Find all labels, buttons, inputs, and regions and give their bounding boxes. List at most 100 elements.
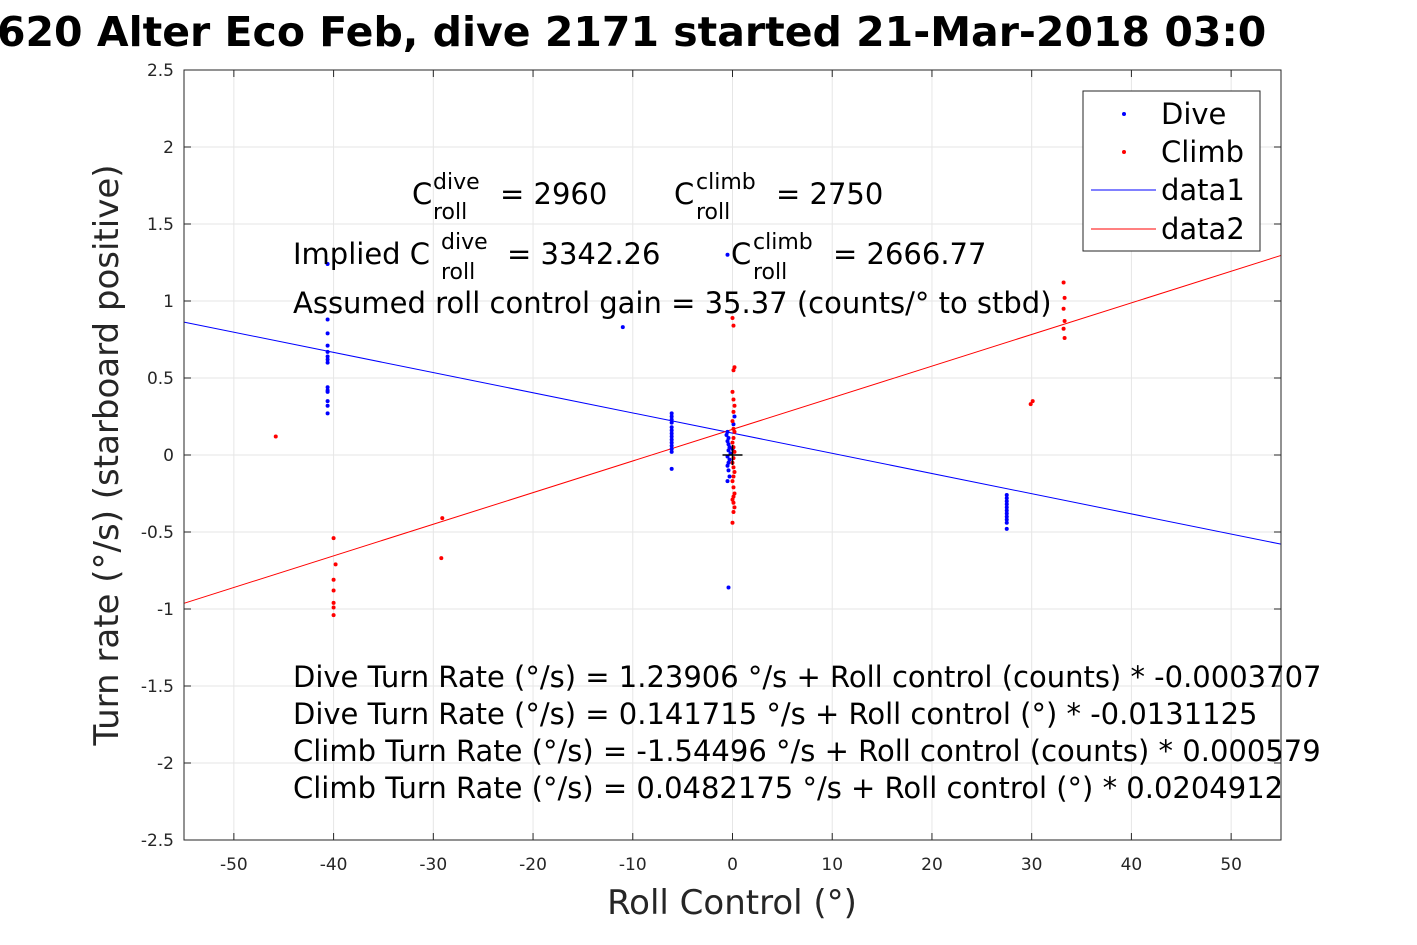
chart-title: 620 Alter Eco Feb, dive 2171 started 21-…	[0, 8, 1266, 56]
point-dive	[725, 439, 730, 444]
point-dive	[726, 585, 731, 590]
point-climb	[731, 494, 736, 499]
point-dive	[669, 428, 674, 433]
x-tick-label: -30	[419, 855, 447, 875]
x-axis-label: Roll Control (°)	[607, 883, 857, 923]
point-climb	[1062, 319, 1067, 324]
implied-sup-climb: climb	[753, 230, 813, 255]
point-dive	[1004, 520, 1009, 525]
point-climb	[732, 491, 737, 496]
x-tick-label: 50	[1220, 855, 1242, 875]
x-tick-label: -50	[220, 855, 248, 875]
x-tick-label: 30	[1021, 855, 1043, 875]
legend-label-data1: data1	[1161, 173, 1245, 207]
point-climb	[331, 577, 336, 582]
point-dive	[669, 446, 674, 451]
point-climb	[732, 429, 737, 434]
x-tick-label: -40	[320, 855, 348, 875]
point-dive	[325, 357, 330, 362]
implied-sub-roll-dive: roll	[441, 260, 475, 285]
point-dive	[1004, 505, 1009, 510]
y-tick-label: 2	[163, 138, 174, 158]
y-tick-label: -0.5	[141, 523, 174, 543]
point-climb	[731, 397, 736, 402]
point-dive	[1004, 499, 1009, 504]
point-climb	[730, 389, 735, 394]
point-climb	[731, 465, 736, 470]
y-tick-label: -2	[157, 754, 174, 774]
legend-box	[1082, 90, 1261, 252]
point-climb	[1061, 280, 1066, 285]
sub-roll-climb: roll	[696, 200, 730, 225]
implied-c-letter-climb: C	[731, 237, 751, 271]
point-climb	[1061, 326, 1066, 331]
annotation-implied: Implied C dive roll = 3342.26 C climb ro…	[293, 230, 986, 285]
point-climb	[331, 588, 336, 593]
annotation-gain: Assumed roll control gain = 35.37 (count…	[293, 286, 1052, 320]
implied-sup-dive: dive	[441, 230, 488, 255]
point-dive	[669, 440, 674, 445]
legend: Dive Climb data1 data2	[1082, 90, 1261, 252]
point-climb	[731, 500, 736, 505]
annotation-eq-2: Dive Turn Rate (°/s) = 0.141715 °/s + Ro…	[293, 697, 1258, 731]
point-dive	[725, 479, 730, 484]
y-tick-label: 2.5	[147, 61, 174, 81]
implied-sub-roll-climb: roll	[753, 260, 787, 285]
point-climb	[731, 426, 736, 431]
point-climb	[730, 520, 735, 525]
point-dive	[669, 437, 674, 442]
legend-marker-climb	[1122, 150, 1126, 154]
point-climb	[730, 440, 735, 445]
y-tick-label: -1	[157, 600, 174, 620]
point-dive	[1004, 526, 1009, 531]
annotation-eq-1: Dive Turn Rate (°/s) = 1.23906 °/s + Rol…	[293, 660, 1321, 694]
point-dive	[669, 431, 674, 436]
point-climb	[732, 403, 737, 408]
implied-climb-value: = 2666.77	[833, 237, 986, 271]
point-climb	[731, 409, 736, 414]
point-dive	[325, 317, 330, 322]
x-tick-label: 20	[921, 855, 943, 875]
annotation-eq-3: Climb Turn Rate (°/s) = -1.54496 °/s + R…	[293, 734, 1321, 768]
point-dive	[726, 436, 731, 441]
point-climb	[731, 368, 736, 373]
data-points	[273, 252, 1067, 618]
point-dive	[1004, 517, 1009, 522]
point-dive	[325, 399, 330, 404]
y-tick-label: -2.5	[141, 831, 174, 851]
point-dive	[1004, 514, 1009, 519]
sub-roll-dive: roll	[433, 200, 467, 225]
legend-marker-dive	[1122, 112, 1126, 116]
point-dive	[325, 354, 330, 359]
point-climb	[333, 562, 338, 567]
point-dive	[325, 349, 330, 354]
point-climb	[730, 419, 735, 424]
point-climb	[732, 365, 737, 370]
point-climb	[1062, 295, 1067, 300]
point-dive	[1004, 493, 1009, 498]
y-tick-label: 1.5	[147, 215, 174, 235]
point-dive	[669, 434, 674, 439]
point-dive	[725, 429, 730, 434]
point-dive	[669, 411, 674, 416]
point-dive	[325, 403, 330, 408]
point-climb	[730, 479, 735, 484]
point-climb	[1061, 306, 1066, 311]
point-dive	[725, 463, 730, 468]
point-climb	[731, 436, 736, 441]
annotation-c-roll: C dive roll = 2960 C climb roll = 2750	[412, 170, 883, 225]
point-dive	[1004, 496, 1009, 501]
c-letter-climb: C	[674, 177, 694, 211]
point-dive	[731, 422, 736, 427]
point-dive	[669, 466, 674, 471]
point-dive	[325, 411, 330, 416]
point-climb	[732, 505, 737, 510]
point-dive	[725, 252, 730, 257]
point-dive	[325, 360, 330, 365]
point-dive	[727, 474, 732, 479]
y-tick-label: -1.5	[141, 677, 174, 697]
point-dive	[726, 448, 731, 453]
point-climb	[273, 434, 278, 439]
point-dive	[669, 443, 674, 448]
